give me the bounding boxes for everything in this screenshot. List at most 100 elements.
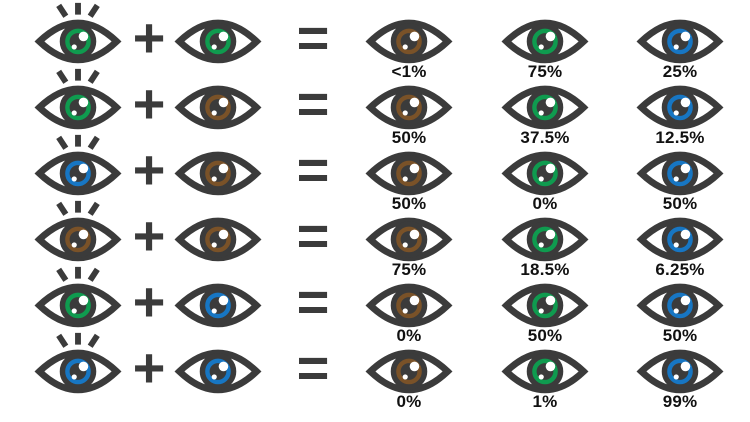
probability-label: 1% <box>532 392 558 411</box>
eye-icon-green <box>34 69 122 130</box>
result-outcome-blue: 12.5% <box>636 75 724 146</box>
probability-label: 18.5% <box>520 260 570 279</box>
inheritance-rows: + = <1% <box>0 3 750 410</box>
inheritance-row-5: + = 0% <box>0 267 750 344</box>
parent1-eye-blue <box>34 333 122 405</box>
parent2-eye-brown <box>174 141 262 207</box>
plus-operator-cell: + <box>124 141 172 207</box>
eye-icon-blue <box>636 349 724 394</box>
parent2-eye-blue <box>174 339 262 405</box>
probability-label: 6.25% <box>655 260 705 279</box>
probability-label: 25% <box>662 62 698 81</box>
eye-icon-blue <box>174 283 262 328</box>
plus-operator: + <box>131 6 165 69</box>
eye-icon-green <box>501 85 589 130</box>
eye-icon-blue <box>636 85 724 130</box>
equals-operator-cell: = <box>288 75 336 141</box>
parent1-eye-blue <box>34 135 122 207</box>
result-outcome-brown: 75% <box>365 207 453 278</box>
equals-operator: = <box>295 204 329 267</box>
eyelashes-icon <box>56 333 100 349</box>
result-outcome-blue: 6.25% <box>636 207 724 278</box>
plus-operator-cell: + <box>124 339 172 405</box>
probability-label: 37.5% <box>520 128 570 147</box>
inheritance-row-2: + = 50% <box>0 69 750 146</box>
eye-icon-green <box>34 267 122 328</box>
inheritance-row-4: + = 75% <box>0 201 750 278</box>
parent2-eye-brown <box>174 207 262 273</box>
equals-operator-cell: = <box>288 339 336 405</box>
inheritance-row-1: + = <1% <box>0 3 750 80</box>
eye-icon-brown <box>365 217 453 262</box>
result-outcome-blue: 50% <box>636 273 724 344</box>
plus-operator-cell: + <box>124 9 172 75</box>
eyelashes-icon <box>56 135 100 151</box>
probability-label: 75% <box>391 260 427 279</box>
eye-icon-blue <box>636 283 724 328</box>
result-outcome-blue: 25% <box>636 9 724 80</box>
probability-label: 0% <box>532 194 558 213</box>
parent1-eye-green <box>34 69 122 141</box>
probability-label: 50% <box>662 194 698 213</box>
plus-operator: + <box>131 72 165 135</box>
result-outcome-brown: 50% <box>365 141 453 212</box>
equals-operator-cell: = <box>288 141 336 207</box>
result-outcome-brown: 0% <box>365 273 453 344</box>
eye-icon-brown <box>174 217 262 262</box>
eye-icon-blue <box>636 151 724 196</box>
result-outcome-brown: 0% <box>365 339 453 410</box>
eye-icon-blue <box>636 217 724 262</box>
probability-label: <1% <box>391 62 427 81</box>
eye-icon-green <box>501 151 589 196</box>
result-outcome-blue: 50% <box>636 141 724 212</box>
result-outcome-brown: <1% <box>365 9 453 80</box>
eye-icon-blue <box>34 135 122 196</box>
eye-icon-blue <box>174 349 262 394</box>
eye-icon-green <box>34 3 122 64</box>
eye-icon-blue <box>34 333 122 394</box>
result-outcome-green: 0% <box>501 141 589 212</box>
probability-label: 50% <box>527 326 563 345</box>
plus-operator-cell: + <box>124 75 172 141</box>
probability-label: 12.5% <box>655 128 705 147</box>
plus-operator-cell: + <box>124 273 172 339</box>
parent1-eye-green <box>34 267 122 339</box>
eye-icon-brown <box>365 349 453 394</box>
parent1-eye-green <box>34 3 122 75</box>
eye-icon-green <box>501 283 589 328</box>
plus-operator: + <box>131 336 165 399</box>
result-outcome-green: 37.5% <box>501 75 589 146</box>
plus-operator: + <box>131 204 165 267</box>
eye-icon-brown <box>174 85 262 130</box>
probability-label: 0% <box>396 392 422 411</box>
equals-operator: = <box>295 270 329 333</box>
plus-operator: + <box>131 270 165 333</box>
parent2-eye-blue <box>174 273 262 339</box>
equals-operator-cell: = <box>288 273 336 339</box>
eye-icon-brown <box>365 283 453 328</box>
probability-label: 50% <box>391 128 427 147</box>
eye-icon-green <box>501 19 589 64</box>
equals-operator: = <box>295 72 329 135</box>
result-outcome-green: 1% <box>501 339 589 410</box>
result-outcome-brown: 50% <box>365 75 453 146</box>
eyelashes-icon <box>56 267 100 283</box>
eye-icon-brown <box>365 151 453 196</box>
inheritance-row-6: + = 0% <box>0 333 750 410</box>
equals-operator: = <box>295 138 329 201</box>
eye-icon-blue <box>636 19 724 64</box>
equals-operator: = <box>295 6 329 69</box>
result-outcome-green: 75% <box>501 9 589 80</box>
eye-icon-brown <box>365 85 453 130</box>
equals-operator: = <box>295 336 329 399</box>
probability-label: 50% <box>391 194 427 213</box>
eye-icon-brown <box>34 201 122 262</box>
equals-operator-cell: = <box>288 207 336 273</box>
probability-label: 50% <box>662 326 698 345</box>
equals-operator-cell: = <box>288 9 336 75</box>
probability-label: 99% <box>662 392 698 411</box>
eyelashes-icon <box>56 3 100 19</box>
parent2-eye-brown <box>174 75 262 141</box>
result-outcome-blue: 99% <box>636 339 724 410</box>
